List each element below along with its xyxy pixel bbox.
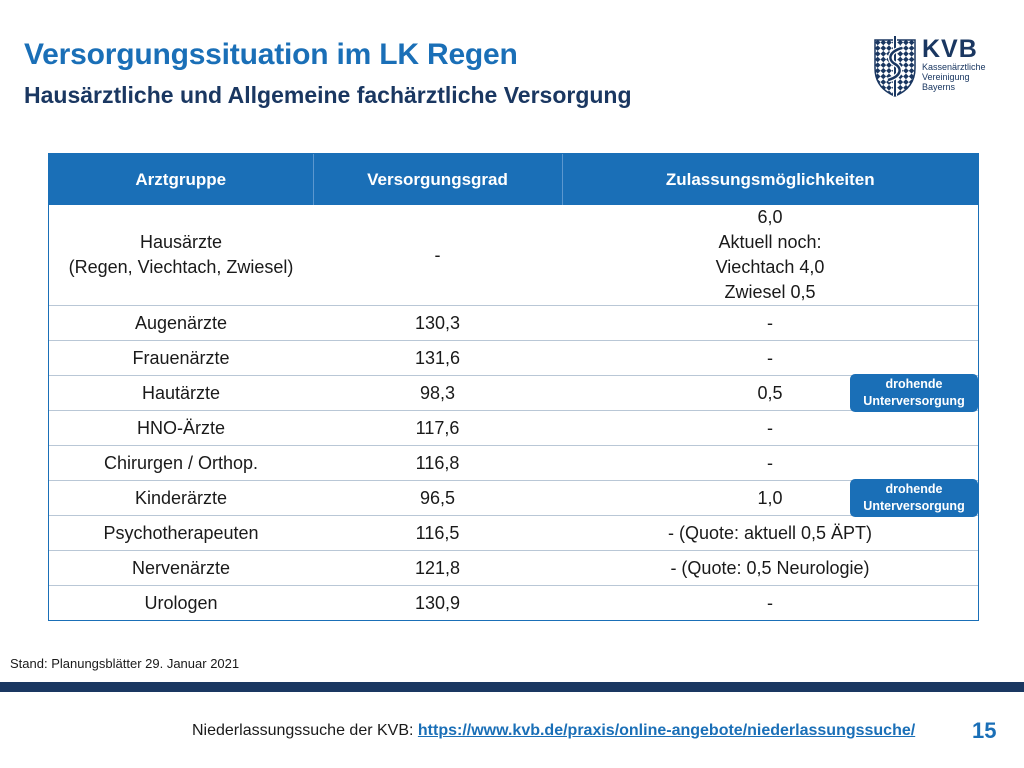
page-title: Versorgungssituation im LK Regen	[24, 38, 518, 71]
cell-grad: 130,3	[313, 305, 562, 341]
badge-line-1: drohende	[885, 377, 943, 391]
cell-zulassung: - (Quote: aktuell 0,5 ÄPT)	[562, 515, 978, 551]
table-row: Augenärzte 130,3 -	[49, 305, 978, 341]
cell-grad: 98,3	[313, 375, 562, 411]
footer-note: Niederlassungssuche der KVB: https://www…	[192, 722, 915, 740]
cell-gruppe: Nervenärzte	[49, 550, 313, 586]
cell-zulassung: -	[562, 445, 978, 481]
page-number: 15	[972, 718, 997, 743]
kvb-logo: KVB Kassenärztliche Vereinigung Bayerns	[872, 34, 992, 100]
cell-grad: 116,8	[313, 445, 562, 481]
cell-zulassung: 0,5 drohende Unterversorgung	[562, 374, 978, 412]
column-header-zulassung: Zulassungsmöglichkeiten	[562, 154, 978, 205]
table-row: Hautärzte 98,3 0,5 drohende Unterversorg…	[49, 374, 978, 412]
table-row: Psychotherapeuten 116,5 - (Quote: aktuel…	[49, 515, 978, 551]
badge-line-2: Unterversorgung	[863, 499, 965, 513]
cell-gruppe: HNO-Ärzte	[49, 410, 313, 446]
cell-gruppe: Chirurgen / Orthop.	[49, 445, 313, 481]
cell-gruppe: Hautärzte	[49, 375, 313, 411]
logo-line-2: Vereinigung	[922, 72, 970, 82]
cell-zulassung: -	[562, 410, 978, 446]
table-header-row: Arztgruppe Versorgungsgrad Zulassungsmög…	[49, 154, 978, 205]
cell-value: 0,5	[757, 383, 783, 403]
unterversorgung-badge: drohende Unterversorgung	[850, 479, 978, 517]
cell-grad: -	[313, 205, 562, 306]
bavarian-diamond-caduceus-icon	[874, 36, 916, 97]
cell-grad: 130,9	[414, 593, 461, 613]
unterversorgung-badge: drohende Unterversorgung	[850, 374, 978, 412]
cell-line: Zwiesel 0,5	[724, 282, 816, 302]
cell-gruppe: Psychotherapeuten	[49, 515, 313, 551]
table-row: Kinderärzte 96,5 1,0 drohende Unterverso…	[49, 479, 978, 517]
table-row-hausaerzte: Hausärzte (Regen, Viechtach, Zwiesel) - …	[49, 205, 978, 306]
badge-line-2: Unterversorgung	[863, 394, 965, 408]
cell-line: Hausärzte	[139, 232, 223, 252]
versorgung-table: Arztgruppe Versorgungsgrad Zulassungsmög…	[48, 153, 979, 621]
cell-zulassung: -	[767, 593, 773, 613]
table-row: Nervenärzte 121,8 - (Quote: 0,5 Neurolog…	[49, 550, 978, 586]
cell-zulassung: -	[562, 340, 978, 376]
niederlassungssuche-link[interactable]: https://www.kvb.de/praxis/online-angebot…	[417, 722, 916, 739]
stand-note: Stand: Planungsblätter 29. Januar 2021	[10, 656, 240, 671]
cell-zulassung: - (Quote: 0,5 Neurologie)	[562, 550, 978, 586]
cell-gruppe: Frauenärzte	[49, 340, 313, 376]
cell-gruppe: Urologen	[144, 593, 218, 613]
page-subtitle: Hausärztliche und Allgemeine fachärztlic…	[24, 82, 632, 108]
cell-gruppe: Kinderärzte	[49, 480, 313, 516]
table-row: Urologen 130,9 -	[49, 586, 978, 621]
footer-divider-bar	[0, 682, 1024, 692]
table-row: Chirurgen / Orthop. 116,8 -	[49, 445, 978, 481]
cell-grad: 116,5	[313, 515, 562, 551]
cell-zulassung: -	[562, 305, 978, 341]
cell-line: (Regen, Viechtach, Zwiesel)	[68, 257, 294, 277]
cell-grad: 121,8	[313, 550, 562, 586]
cell-gruppe: Hausärzte (Regen, Viechtach, Zwiesel)	[49, 205, 313, 306]
column-header-versorgungsgrad: Versorgungsgrad	[313, 154, 563, 205]
logo-line-1: Kassenärztliche	[922, 62, 986, 72]
cell-gruppe: Augenärzte	[49, 305, 313, 341]
cell-grad: 117,6	[313, 410, 562, 446]
cell-line: 6,0	[757, 207, 783, 227]
logo-name: KVB	[922, 35, 978, 63]
table-row: Frauenärzte 131,6 -	[49, 340, 978, 376]
table-row: HNO-Ärzte 117,6 -	[49, 410, 978, 446]
cell-value: 1,0	[757, 488, 783, 508]
badge-line-1: drohende	[885, 482, 943, 496]
column-header-arztgruppe: Arztgruppe	[49, 154, 314, 205]
cell-zulassung: 1,0 drohende Unterversorgung	[562, 479, 978, 517]
logo-line-3: Bayerns	[922, 82, 956, 92]
cell-zulassung: 6,0 Aktuell noch: Viechtach 4,0 Zwiesel …	[562, 205, 978, 306]
cell-grad: 96,5	[313, 480, 562, 516]
cell-line: Aktuell noch:	[718, 232, 822, 252]
cell-line: Viechtach 4,0	[715, 257, 825, 277]
cell-grad: 131,6	[313, 340, 562, 376]
footer-label: Niederlassungssuche der KVB:	[192, 722, 418, 739]
